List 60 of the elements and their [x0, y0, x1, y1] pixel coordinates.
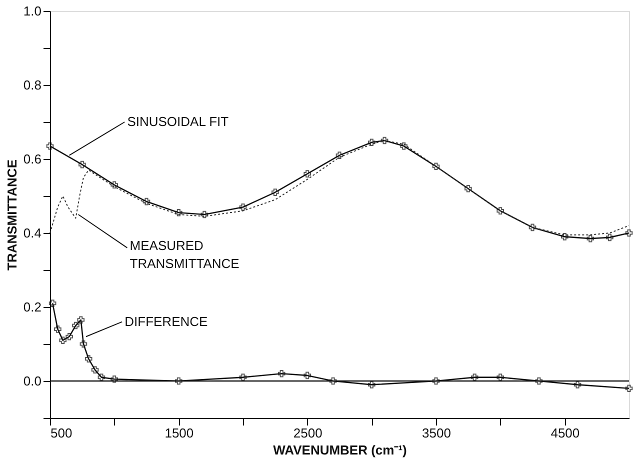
point	[175, 377, 182, 385]
point	[304, 372, 311, 380]
point	[561, 233, 568, 240]
y-tick-label: 0.2	[23, 300, 42, 314]
point	[574, 381, 582, 388]
point	[84, 355, 92, 362]
point	[48, 300, 56, 307]
point	[80, 340, 88, 348]
point	[400, 142, 408, 150]
point	[336, 152, 344, 159]
point	[329, 377, 337, 385]
point	[535, 377, 543, 385]
point	[496, 207, 504, 214]
annotation: DIFFERENCE	[124, 314, 208, 329]
point	[239, 374, 247, 381]
x-axis-title: WAVENUMBER (cm⁻¹)	[273, 442, 407, 458]
point	[496, 374, 504, 381]
point	[368, 381, 376, 388]
point	[72, 322, 80, 330]
point	[272, 188, 279, 196]
point	[432, 377, 440, 385]
y-tick-label: 1.0	[23, 4, 42, 18]
point	[586, 234, 594, 242]
point	[380, 136, 388, 144]
point	[66, 332, 73, 340]
point	[625, 384, 633, 392]
y-tick-label: 0.8	[23, 78, 42, 92]
point	[175, 208, 182, 216]
annotation: SINUSOIDAL FIT	[127, 114, 229, 129]
point	[59, 336, 67, 344]
point	[528, 224, 536, 232]
point	[110, 375, 118, 383]
y-tick-label: 0.0	[23, 374, 42, 388]
point	[46, 142, 54, 150]
point	[470, 374, 478, 381]
x-tick-label: 4500	[550, 426, 580, 440]
point	[239, 203, 247, 211]
point	[200, 210, 208, 218]
x-tick-label: 2500	[293, 426, 322, 440]
point	[368, 138, 376, 146]
point	[110, 181, 118, 189]
point	[78, 160, 86, 168]
point	[432, 162, 440, 170]
point	[625, 229, 633, 237]
annotation: MEASURED TRANSMITTANCE	[130, 238, 240, 271]
y-tick-label: 0.4	[23, 226, 42, 240]
point	[304, 170, 311, 178]
point	[91, 366, 99, 374]
x-tick-label: 500	[50, 426, 72, 440]
point	[142, 198, 150, 206]
x-tick-label: 3500	[422, 426, 451, 440]
x-tick-label: 1500	[164, 426, 194, 440]
point	[278, 370, 286, 378]
point	[54, 326, 62, 333]
y-axis-title: TRANSMITTANCE	[4, 159, 20, 270]
y-tick-label: 0.6	[23, 152, 42, 166]
point	[98, 374, 106, 381]
point	[77, 316, 85, 324]
point	[464, 184, 472, 192]
point	[606, 234, 614, 242]
